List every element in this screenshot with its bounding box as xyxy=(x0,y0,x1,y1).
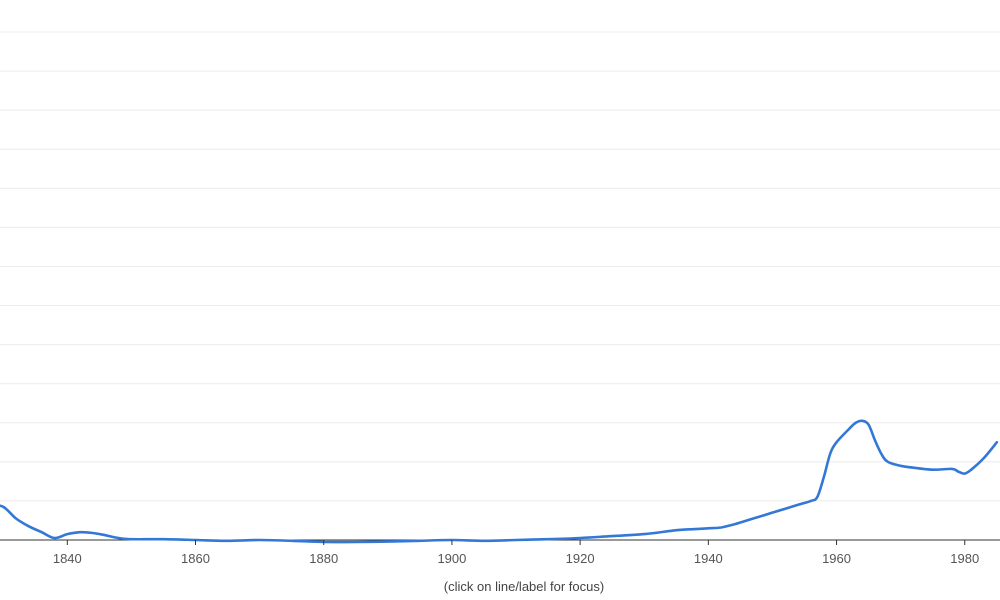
x-tick-label: 1980 xyxy=(950,551,979,566)
x-axis: 1840 1860 1880 1900 1920 1940 1960 1980 xyxy=(53,540,979,566)
x-tick-label: 1840 xyxy=(53,551,82,566)
focus-hint-label: (click on line/label for focus) xyxy=(443,579,605,594)
x-tick-label: 1940 xyxy=(694,551,723,566)
x-tick-label: 1880 xyxy=(309,551,338,566)
x-tick-label: 1920 xyxy=(566,551,595,566)
x-tick-label: 1900 xyxy=(437,551,466,566)
series-lines[interactable] xyxy=(0,419,999,544)
x-tick-label: 1860 xyxy=(181,551,210,566)
grid-lines xyxy=(0,31,1000,541)
series-line-0[interactable] xyxy=(0,419,999,544)
x-tick-label: 1960 xyxy=(822,551,851,566)
